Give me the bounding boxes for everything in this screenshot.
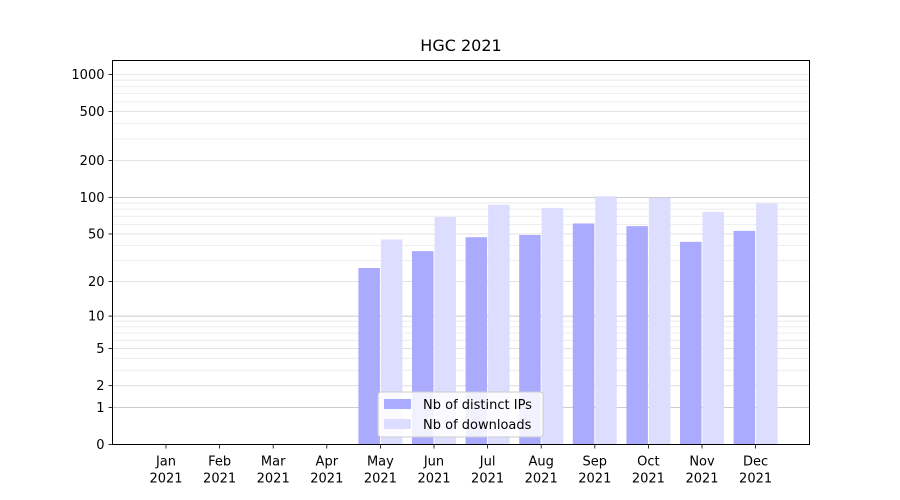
x-tick-label-year: 2021 bbox=[417, 472, 450, 487]
x-tick-label-month: Dec bbox=[743, 455, 768, 470]
legend-label: Nb of distinct IPs bbox=[423, 398, 532, 413]
y-axis: 0 1 2 5 10 20 50 100 200 500 1000 bbox=[71, 68, 113, 453]
x-tick-label-month: Nov bbox=[689, 455, 715, 470]
bar-downloads bbox=[756, 203, 778, 445]
y-tick-label: 200 bbox=[80, 154, 105, 169]
x-tick-label-month: Feb bbox=[208, 455, 231, 470]
bar-distinct-ips bbox=[733, 230, 756, 445]
x-tick-label-year: 2021 bbox=[685, 472, 718, 487]
plot-frame bbox=[112, 60, 810, 445]
x-tick-label-month: Jun bbox=[423, 455, 444, 470]
x-tick-label-year: 2021 bbox=[203, 472, 236, 487]
legend-swatch bbox=[384, 399, 411, 409]
bar-downloads bbox=[648, 197, 671, 445]
legend-label: Nb of downloads bbox=[423, 418, 532, 433]
x-tick-label-month: Mar bbox=[261, 455, 286, 470]
x-tick-label-year: 2021 bbox=[364, 472, 397, 487]
x-tick-label-year: 2021 bbox=[739, 472, 772, 487]
x-tick-label-month: Aug bbox=[529, 455, 554, 470]
y-tick-label: 0 bbox=[96, 438, 104, 453]
bar-downloads bbox=[488, 204, 510, 445]
bar-distinct-ips bbox=[680, 241, 702, 445]
x-tick-label-month: Jul bbox=[479, 455, 496, 470]
x-axis: Jan 2021 Feb 2021 Mar 2021 Apr 2021 May 2021 Jun 20… bbox=[149, 444, 772, 487]
x-tick-label-year: 2021 bbox=[525, 472, 558, 487]
x-tick-label-year: 2021 bbox=[149, 472, 182, 487]
chart-title: HGC 2021 bbox=[420, 36, 501, 55]
y-tick-label: 1000 bbox=[71, 68, 104, 83]
y-tick-label: 100 bbox=[80, 191, 105, 206]
x-tick-label-month: May bbox=[367, 455, 394, 470]
y-tick-label: 500 bbox=[80, 105, 105, 120]
x-tick-label-month: Sep bbox=[583, 455, 608, 470]
bar-distinct-ips bbox=[358, 268, 380, 445]
x-tick-label-year: 2021 bbox=[632, 472, 665, 487]
x-tick-label-month: Oct bbox=[637, 455, 659, 470]
x-tick-label-year: 2021 bbox=[471, 472, 504, 487]
y-tick-label: 50 bbox=[88, 227, 105, 242]
legend: Nb of distinct IPs Nb of downloads bbox=[377, 391, 544, 438]
bar-downloads bbox=[595, 196, 617, 445]
bar-distinct-ips bbox=[626, 226, 648, 445]
x-tick-label-year: 2021 bbox=[310, 472, 343, 487]
y-tick-label: 2 bbox=[96, 379, 104, 394]
y-tick-label: 1 bbox=[96, 401, 104, 416]
bar-distinct-ips bbox=[572, 223, 595, 445]
x-tick-label-month: Jan bbox=[155, 455, 176, 470]
x-tick-label-year: 2021 bbox=[578, 472, 611, 487]
y-tick-label: 5 bbox=[96, 342, 104, 357]
legend-swatch bbox=[384, 419, 411, 429]
x-tick-label-month: Apr bbox=[316, 455, 339, 470]
bar-downloads bbox=[434, 216, 456, 445]
y-tick-label: 20 bbox=[88, 275, 105, 290]
bar-downloads bbox=[702, 211, 724, 445]
legend-box bbox=[377, 391, 544, 438]
x-tick-label-year: 2021 bbox=[257, 472, 290, 487]
bar-downloads bbox=[541, 207, 564, 445]
y-tick-label: 10 bbox=[88, 310, 105, 325]
